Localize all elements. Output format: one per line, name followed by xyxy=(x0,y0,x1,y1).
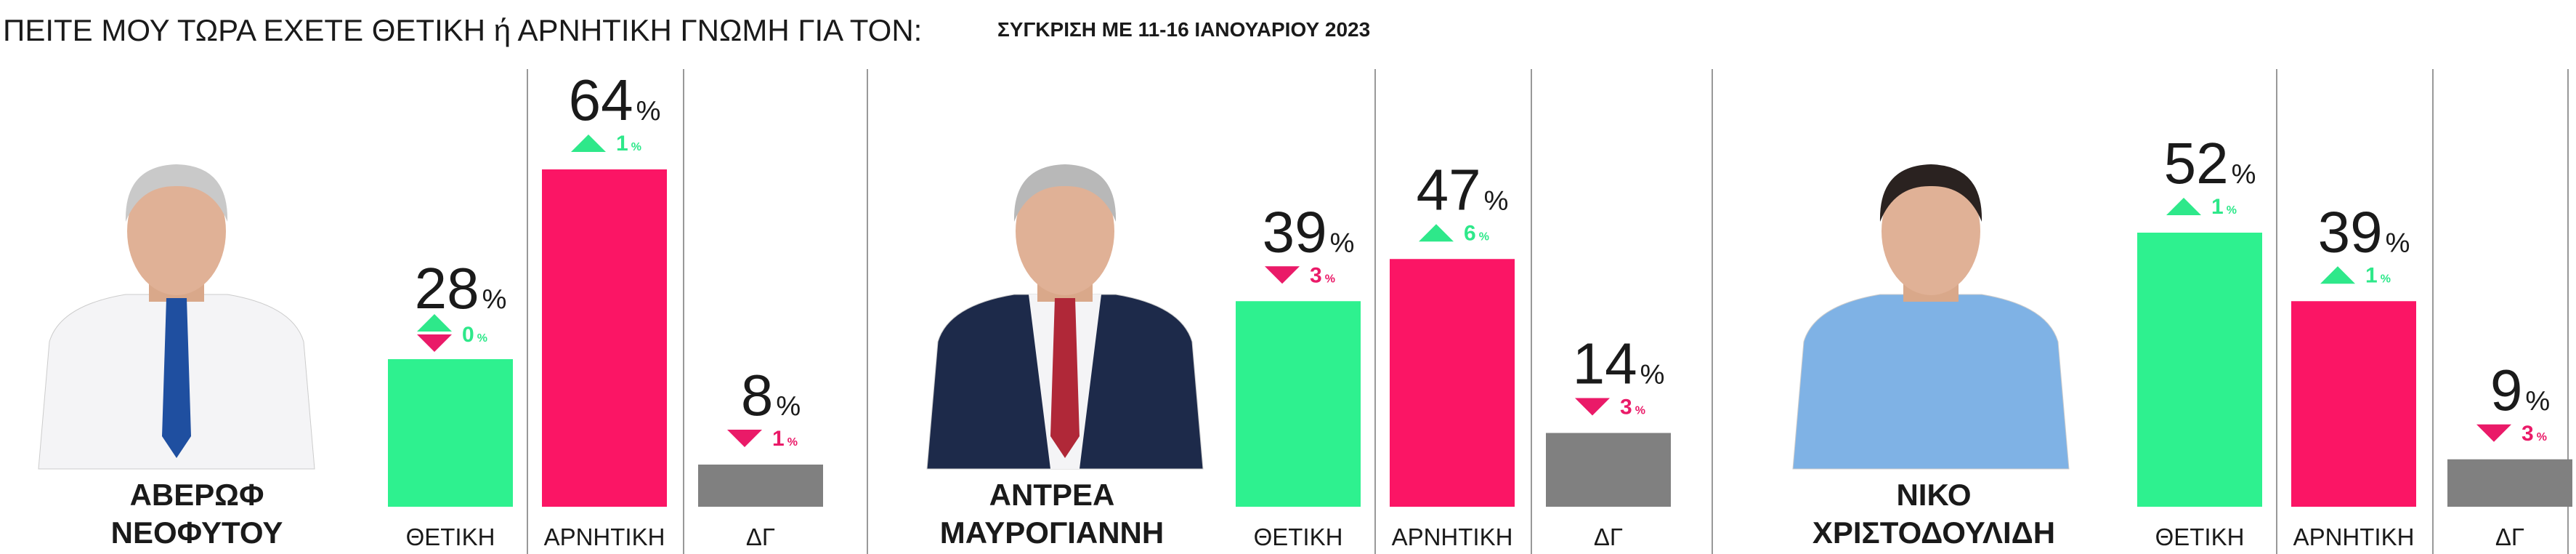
arrow-up xyxy=(571,135,606,152)
arrow-up xyxy=(417,314,452,332)
value-label: 52% xyxy=(2164,131,2256,196)
x-tick-label: ΑΡΝΗΤΙΚΗ xyxy=(1392,523,1513,550)
change-label: 1% xyxy=(2365,263,2391,287)
bar xyxy=(1390,259,1515,507)
value-label: 14% xyxy=(1573,332,1665,396)
bar xyxy=(1236,301,1361,507)
bar xyxy=(2137,233,2262,507)
change-label: 3% xyxy=(1620,396,1645,419)
candidate-name: ΜΑΥΡΟΓΙΑΝΝΗ xyxy=(940,515,1164,550)
photo-tie xyxy=(162,298,191,458)
chart-title: ΠΕΙΤΕ ΜΟΥ ΤΩΡΑ ΕΧΕΤΕ ΘΕΤΙΚΗ ή ΑΡΝΗΤΙΚΗ Γ… xyxy=(3,13,922,47)
arrow-up xyxy=(2320,266,2355,284)
candidate-name: ΧΡΙΣΤΟΔΟΥΛΙΔΗ xyxy=(1812,515,2055,550)
x-tick-label: ΔΓ xyxy=(746,523,775,550)
photo-tie xyxy=(1050,298,1080,458)
x-tick-label: ΑΡΝΗΤΙΚΗ xyxy=(2293,523,2415,550)
x-tick-label: ΔΓ xyxy=(1594,523,1623,550)
photo-hair xyxy=(1013,164,1117,222)
bar xyxy=(2291,301,2416,507)
bar xyxy=(698,465,823,507)
bar xyxy=(2447,459,2572,507)
arrow-down xyxy=(417,334,452,352)
photo xyxy=(926,164,1204,470)
photo-torso xyxy=(1792,294,2070,470)
arrow-down xyxy=(727,430,762,447)
candidate-name: ΝΕΟΦΥΤΟΥ xyxy=(111,515,283,550)
value-label: 8% xyxy=(741,363,801,427)
bar xyxy=(1546,433,1671,507)
x-tick-label: ΔΓ xyxy=(2495,523,2524,550)
bar xyxy=(388,359,513,507)
value-label: 39% xyxy=(1263,199,1355,264)
photo-head xyxy=(1016,167,1114,295)
change-label: 1% xyxy=(616,132,641,156)
bar xyxy=(542,169,667,507)
change-label: 3% xyxy=(2522,422,2547,446)
candidate-name: ΑΒΕΡΩΦ xyxy=(130,478,264,512)
candidate-name: ΑΝΤΡΕΑ xyxy=(989,478,1115,512)
chart-subtitle: ΣΥΓΚΡΙΣΗ ΜΕ 11-16 ΙΑΝΟΥΑΡΙΟΥ 2023 xyxy=(997,18,1370,41)
value-label: 47% xyxy=(1417,157,1509,222)
photo xyxy=(1792,164,2070,470)
arrow-up xyxy=(1419,224,1454,242)
photo xyxy=(38,164,315,470)
photo-hair xyxy=(1879,164,1982,222)
x-tick-label: ΘΕΤΙΚΗ xyxy=(406,523,495,550)
photo-head xyxy=(1882,167,1980,295)
change-label: 1% xyxy=(2211,195,2237,219)
change-label: 0% xyxy=(462,323,487,347)
arrow-up xyxy=(2166,198,2201,215)
x-tick-label: ΘΕΤΙΚΗ xyxy=(1254,523,1343,550)
photo-head xyxy=(127,167,226,295)
change-label: 3% xyxy=(1310,263,1335,287)
photo-hair xyxy=(125,164,228,222)
x-tick-label: ΘΕΤΙΚΗ xyxy=(2155,523,2245,550)
change-label: 1% xyxy=(772,427,798,451)
arrow-down xyxy=(2476,424,2511,442)
arrow-down xyxy=(1575,398,1610,416)
value-label: 9% xyxy=(2490,358,2550,422)
x-tick-label: ΑΡΝΗΤΙΚΗ xyxy=(544,523,665,550)
arrow-down xyxy=(1265,266,1300,284)
value-label: 39% xyxy=(2318,199,2410,264)
change-label: 6% xyxy=(1464,221,1489,245)
value-label: 28% xyxy=(415,256,507,321)
candidate-name: ΝΙΚΟ xyxy=(1896,478,1971,512)
value-label: 64% xyxy=(569,68,661,132)
